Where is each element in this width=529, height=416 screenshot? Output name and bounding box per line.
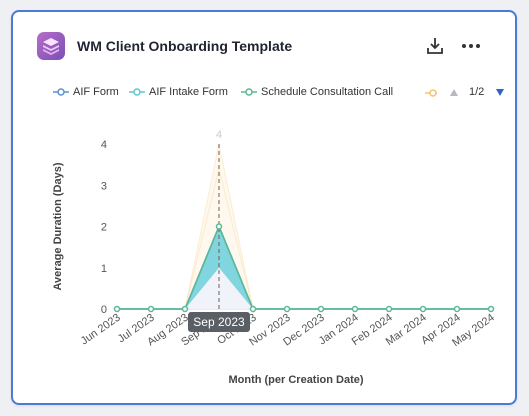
card-title: WM Client Onboarding Template (77, 38, 293, 54)
data-point (419, 305, 427, 313)
data-point (453, 305, 461, 313)
y-tick-label: 3 (101, 180, 107, 192)
card-header: WM Client Onboarding Template (37, 32, 499, 64)
series-band-aif-intake-form (117, 226, 491, 309)
y-axis-label: Average Duration (Days) (52, 162, 64, 290)
tooltip-label: Sep 2023 (193, 315, 245, 329)
data-point (283, 305, 291, 313)
legend-label: Schedule Consultation Call (261, 86, 394, 98)
data-point (249, 305, 257, 313)
legend-page-up-icon[interactable] (449, 86, 459, 98)
y-tick-label: 4 (101, 139, 107, 151)
data-point (487, 305, 495, 313)
x-tick-label: Jun 2023 (79, 312, 123, 348)
legend-page-down-icon[interactable] (495, 86, 505, 98)
y-tick-label: 2 (101, 222, 107, 234)
series-line-3 (117, 224, 491, 310)
download-icon[interactable] (423, 34, 447, 58)
data-point (181, 305, 189, 313)
legend-label: AIF Form (73, 86, 119, 98)
series-area-4 (117, 143, 491, 310)
chart-legend: AIF Form AIF Intake Form Schedule Consul… (53, 84, 513, 102)
tooltip-box (188, 312, 250, 332)
data-point (385, 305, 393, 313)
legend-item-truncated[interactable] (423, 85, 437, 101)
data-point (147, 305, 155, 313)
legend-page-indicator: 1/2 (469, 86, 485, 98)
y-tick-label: 1 (101, 263, 107, 275)
chart-card: WM Client Onboarding Template AIF Form A… (11, 10, 517, 405)
series-area-aif-form (117, 226, 491, 309)
peak-value-label: 4 (216, 129, 222, 141)
series-line-2 (117, 224, 491, 310)
y-tick-label: 0 (101, 304, 107, 316)
data-point (113, 305, 121, 313)
data-point (351, 305, 359, 313)
legend-label: AIF Intake Form (149, 86, 228, 98)
data-point (317, 305, 325, 313)
layers-icon (37, 32, 65, 60)
more-horizontal-icon[interactable] (459, 34, 483, 58)
x-axis-label: Month (per Creation Date) (228, 374, 363, 386)
series-line-1 (117, 224, 491, 310)
data-point (215, 223, 223, 230)
